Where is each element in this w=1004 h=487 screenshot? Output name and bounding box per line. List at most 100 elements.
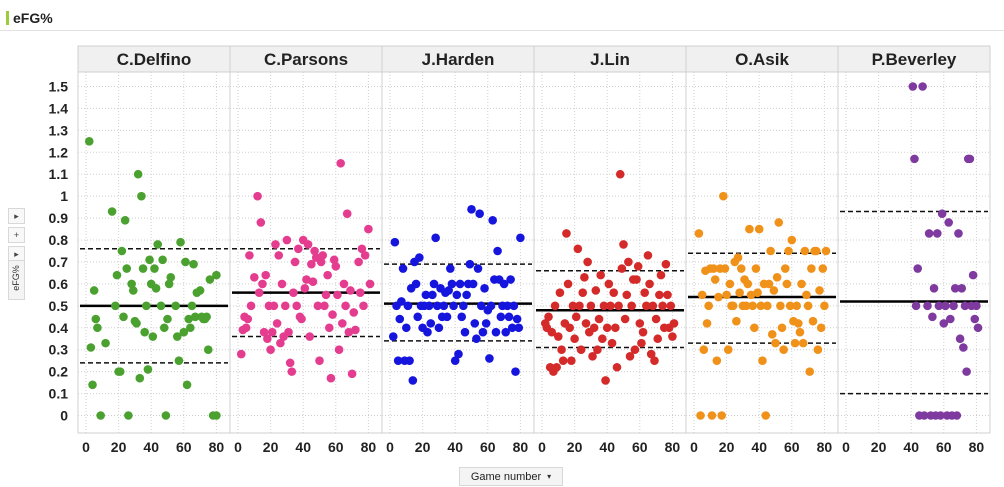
data-point [202,312,211,322]
title-divider [0,30,1004,31]
data-point [593,345,602,355]
data-point [562,229,571,238]
x-axis-selector[interactable]: Game number ▾ [459,467,563,486]
data-point [454,349,463,359]
data-point [712,356,722,365]
data-point [699,345,709,355]
data-point [460,327,470,337]
data-point [347,369,357,379]
data-point [473,264,483,273]
data-point [307,259,316,269]
data-point [181,257,190,267]
data-point [753,288,762,297]
data-point [397,297,406,306]
panel-title: J.Harden [422,50,495,69]
data-point [411,279,421,289]
data-point [115,367,125,376]
data-point [910,154,919,164]
data-point [795,327,805,337]
data-point [140,327,149,337]
data-point [725,279,735,289]
data-point [576,345,586,355]
data-point [601,376,610,385]
data-point [808,316,818,326]
data-point [159,323,169,333]
panel-title: C.Parsons [264,50,348,69]
data-point [588,351,597,361]
data-point [946,314,955,324]
panel-header [229,45,383,73]
x-tick-label: 80 [209,439,225,455]
data-point [745,224,754,234]
chevron-down-icon: ▾ [547,472,552,481]
data-point [488,215,497,225]
data-point [919,411,929,420]
data-point [166,273,176,282]
data-point [174,356,184,365]
x-tick-label: 80 [969,439,985,455]
data-point [743,279,753,289]
expand-arrow-icon[interactable]: ▸ [8,208,25,224]
x-tick-label: 80 [361,439,377,455]
data-point [653,334,663,344]
data-point [950,283,960,293]
y-tick-label: 0.5 [49,298,69,314]
data-point [135,373,145,383]
data-point [351,325,360,335]
data-point [272,319,282,328]
data-point [767,330,777,339]
data-point [246,301,256,311]
data-point [606,301,615,311]
data-point [911,301,921,311]
data-point [364,224,373,234]
y-axis-selector[interactable]: eFG% [8,260,25,300]
data-point [558,356,568,365]
data-point [274,251,284,260]
data-point [303,240,313,249]
data-point [630,345,640,355]
data-point [820,301,829,311]
panel-header [381,45,535,73]
data-point [243,314,253,324]
data-point [557,345,566,355]
data-point [563,279,573,289]
data-point [402,323,411,333]
data-point [633,262,643,271]
x-tick-label: 40 [447,439,463,455]
data-point [578,288,588,297]
data-point [481,319,491,328]
data-point [646,349,656,359]
data-point [315,356,324,365]
data-point [449,301,458,311]
data-point [815,286,824,295]
data-point [142,301,151,311]
data-point [794,319,803,328]
data-point [962,367,971,376]
data-point [955,334,965,344]
x-tick-label: 60 [480,439,496,455]
data-point [968,270,978,280]
data-point [388,332,398,341]
x-tick-label: 0 [538,439,546,455]
panel-plot-area [837,71,991,434]
data-point [666,301,676,311]
data-point [336,158,345,168]
data-point [913,264,923,273]
data-point [421,290,431,300]
data-point [431,233,440,243]
data-point [89,286,99,295]
data-point [355,288,365,297]
data-point [780,264,790,273]
data-point [305,332,315,341]
x-tick-label: 20 [415,439,431,455]
x-tick-label: 60 [784,439,800,455]
data-point [800,246,810,256]
data-point [973,323,983,333]
data-point [84,137,94,146]
data-point [651,314,661,324]
add-icon[interactable]: + [8,227,25,243]
data-point [398,264,408,273]
data-point [758,356,767,365]
data-point [290,257,300,267]
